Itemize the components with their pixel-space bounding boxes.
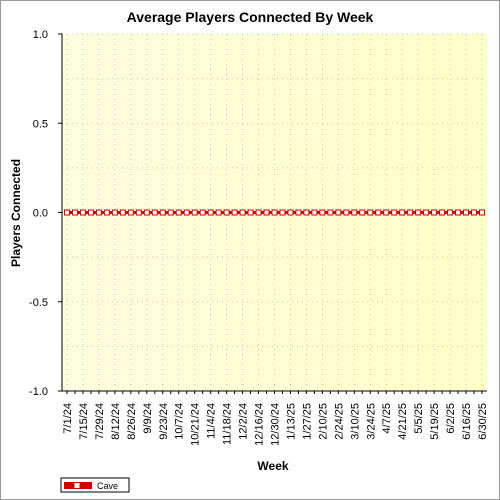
data-point [407, 209, 414, 216]
data-point [103, 209, 110, 216]
data-point [64, 209, 70, 216]
data-point [215, 209, 222, 216]
data-point [111, 209, 118, 216]
data-point [343, 209, 350, 216]
data-point [159, 209, 166, 216]
data-point [95, 209, 102, 216]
data-point [263, 209, 270, 216]
chart-title: Average Players Connected By Week [127, 9, 374, 25]
x-tick-label: 1/13/25 [285, 403, 297, 440]
data-point [247, 209, 254, 216]
data-point [207, 209, 214, 216]
data-point [231, 209, 238, 216]
x-tick-label: 6/30/25 [477, 403, 489, 440]
legend-marker [73, 482, 81, 489]
x-tick-label: 3/10/25 [349, 403, 361, 440]
y-tick-label: 0.5 [33, 118, 48, 130]
x-tick-label: 4/7/25 [381, 403, 393, 434]
data-point [79, 209, 86, 216]
legend-label-cave: Cave [97, 481, 118, 491]
x-tick-label: 1/27/25 [301, 403, 313, 440]
y-tick-label: 0.0 [33, 208, 48, 220]
x-tick-label: 6/2/25 [445, 403, 457, 434]
x-tick-label: 10/7/24 [174, 403, 186, 440]
x-tick-label: 12/16/24 [254, 403, 266, 446]
data-point [239, 209, 246, 216]
data-point [223, 209, 230, 216]
x-tick-label: 6/16/25 [461, 403, 473, 440]
data-point [119, 209, 126, 216]
data-point [151, 209, 158, 216]
data-point [351, 209, 358, 216]
data-point [255, 209, 262, 216]
data-point [439, 209, 446, 216]
data-point [415, 209, 422, 216]
series-layer [64, 209, 485, 216]
data-point [383, 209, 390, 216]
data-point [167, 209, 174, 216]
y-axis-ticks: 1.0 0.5 0.0 -0.5 -1.0 [29, 29, 62, 398]
data-point [375, 209, 382, 216]
data-point [463, 209, 470, 216]
data-point [175, 209, 182, 216]
data-point [423, 209, 430, 216]
legend: Cave [60, 477, 130, 493]
x-tick-label: 11/4/24 [206, 403, 218, 439]
data-point [447, 209, 454, 216]
data-point [271, 209, 278, 216]
x-tick-label: 11/18/24 [222, 403, 234, 445]
data-point [87, 209, 94, 216]
data-point [335, 209, 342, 216]
data-point [431, 209, 438, 216]
x-tick-label: 12/2/24 [238, 403, 250, 440]
y-tick-label: -1.0 [29, 386, 48, 398]
x-tick-label: 9/23/24 [158, 403, 170, 440]
data-point [327, 209, 334, 216]
y-tick-label: -0.5 [29, 297, 48, 309]
x-tick-label: 7/29/24 [94, 403, 106, 440]
x-tick-label: 3/24/25 [365, 403, 377, 440]
data-point [303, 209, 310, 216]
data-point [199, 209, 206, 216]
x-tick-label: 2/10/25 [317, 403, 329, 440]
data-point [311, 209, 318, 216]
x-tick-label: 8/12/24 [110, 403, 122, 440]
x-tick-label: 10/21/24 [190, 403, 202, 446]
data-point [127, 209, 134, 216]
data-point [279, 209, 286, 216]
data-point [135, 209, 142, 216]
x-tick-label: 5/5/25 [413, 403, 425, 434]
data-point [295, 209, 302, 216]
x-tick-label: 4/21/25 [397, 403, 409, 440]
data-point [471, 209, 478, 216]
x-tick-label: 2/24/25 [333, 403, 345, 440]
data-point [143, 209, 150, 216]
data-point [367, 209, 374, 216]
data-point [71, 209, 78, 216]
data-point [183, 209, 190, 216]
y-axis-label: Players Connected [9, 159, 23, 267]
x-tick-label: 9/9/24 [142, 403, 154, 434]
x-tick-label: 7/1/24 [62, 403, 74, 434]
x-tick-label: 8/26/24 [126, 403, 138, 440]
y-tick-label: 1.0 [33, 29, 48, 41]
x-tick-label: 12/30/24 [270, 403, 282, 446]
x-axis-ticks: 7/1/24 7/15/24 7/29/24 8/12/24 8/26/24 9/9/24… [62, 391, 489, 446]
data-point [319, 209, 326, 216]
data-point [287, 209, 294, 216]
x-tick-label: 7/15/24 [78, 403, 90, 440]
data-point [479, 209, 485, 216]
x-tick-label: 5/19/25 [429, 403, 441, 440]
data-point [391, 209, 398, 216]
data-point [399, 209, 406, 216]
data-point [359, 209, 366, 216]
data-point [455, 209, 462, 216]
data-point [191, 209, 198, 216]
x-axis-label: Week [257, 459, 288, 473]
